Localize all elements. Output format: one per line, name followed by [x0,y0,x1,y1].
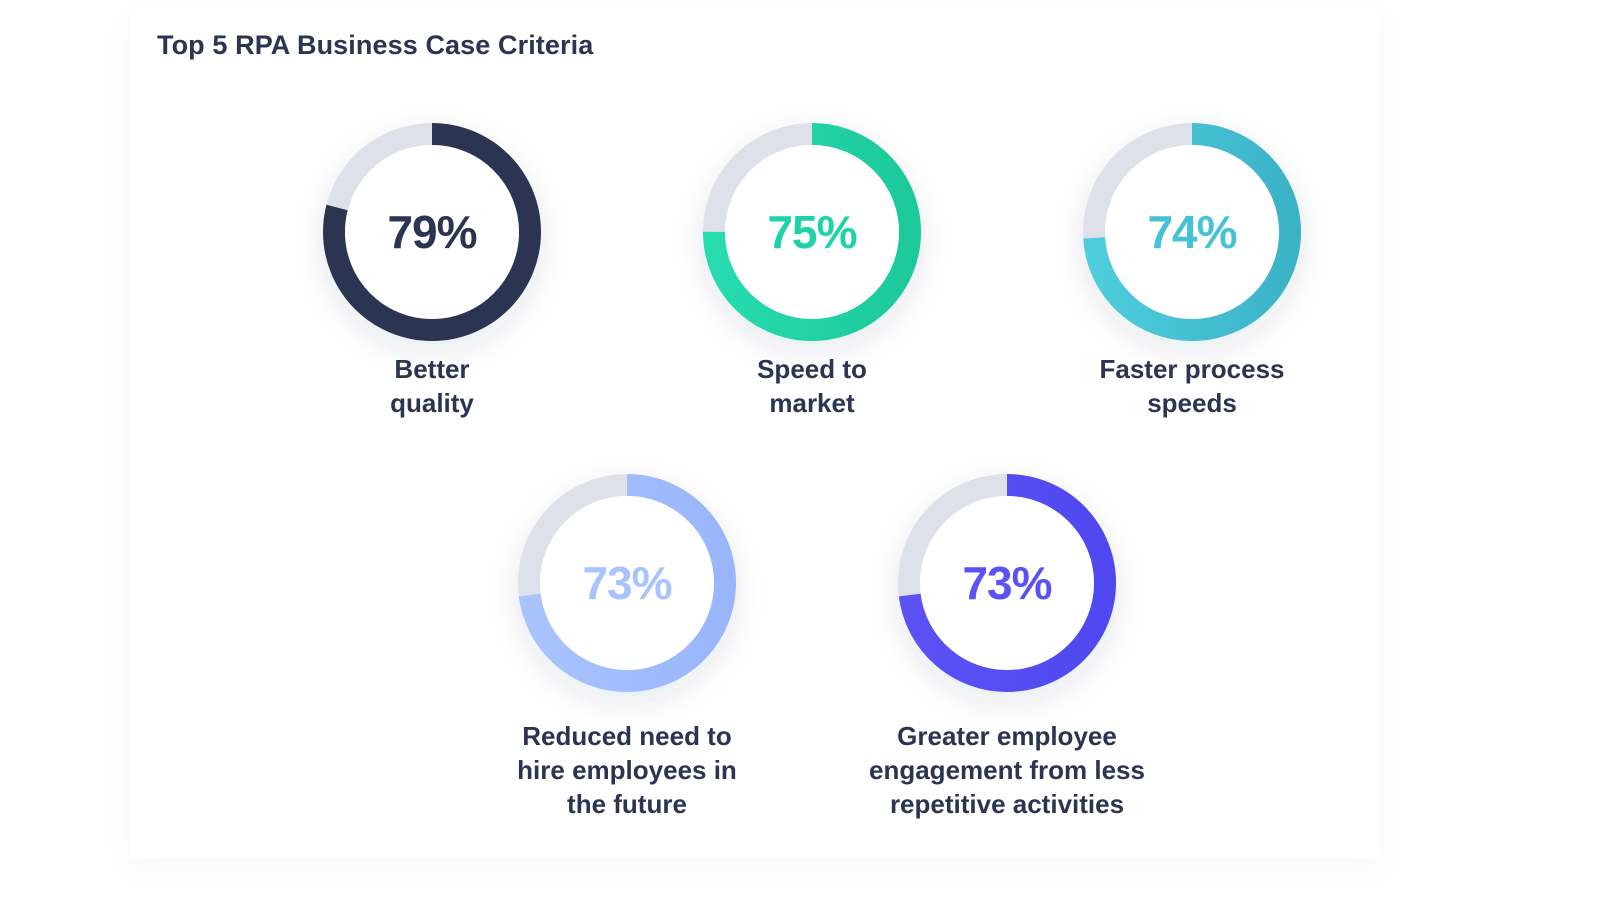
donut-value-arc [518,474,736,692]
chart-title: Top 5 RPA Business Case Criteria [157,30,594,60]
donut-category-label-line: repetitive activities [890,789,1124,819]
donut-value-label: 74% [1147,206,1236,258]
donut-inner [540,496,714,670]
donut-category-label-line: market [769,388,855,418]
donut-inner [345,145,519,319]
donut-item: 79% Better quality [323,123,541,418]
donut-category-label-line: engagement from less [869,755,1145,785]
donut-category-label-line: quality [390,388,474,418]
donut-inner [725,145,899,319]
donut-value-arc [703,123,921,341]
donut-category-label-line: speeds [1147,388,1237,418]
donut-item: 73% Reduced need to hire employees in the f… [517,474,737,819]
donut-item: 75% Speed to market [703,123,921,418]
donut-category-label-line: Reduced need to [522,721,731,751]
donut-category-label-line: Faster process [1100,354,1285,384]
donut-item: 74% Faster process speeds [1083,123,1301,418]
donut-category-label-line: Better [394,354,469,384]
donut-category-label-line: hire employees in [517,755,737,785]
donut-category-label-line: Speed to [757,354,867,384]
donut-value-label: 73% [582,557,671,609]
donut-value-label: 73% [962,557,1051,609]
donut-category-label-line: Greater employee [897,721,1117,751]
donut-inner [1105,145,1279,319]
donut-category-label-line: the future [567,789,687,819]
donut-value-arc [1083,123,1301,341]
donut-value-arc [898,474,1116,692]
donut-inner [920,496,1094,670]
donut-value-label: 79% [387,206,476,258]
donut-value-label: 75% [767,206,856,258]
donut-item: 73% Greater employee engagement from less r… [869,474,1145,819]
donut-value-arc [323,123,541,341]
